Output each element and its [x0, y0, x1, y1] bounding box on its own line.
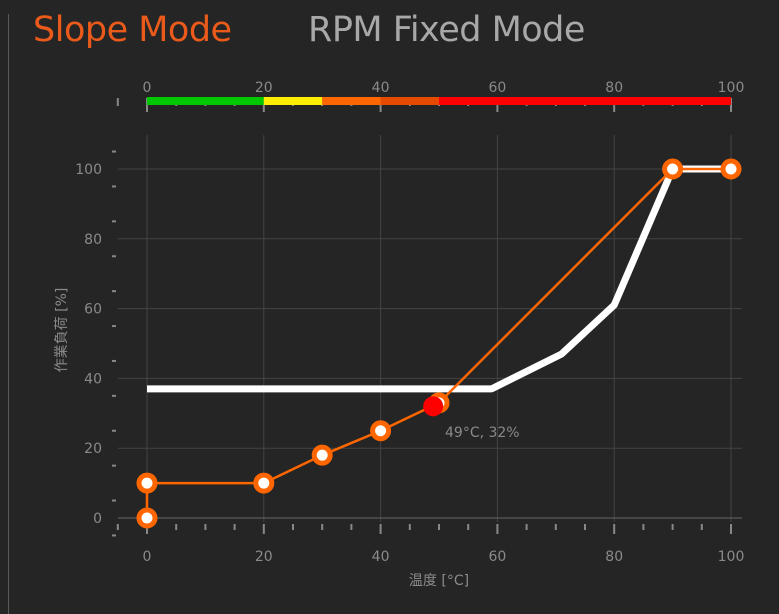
curve-point[interactable]: [662, 158, 684, 180]
curve-line: [145, 167, 731, 518]
y-axis-label: 作業負荷 [%]: [54, 288, 70, 373]
color-scale-segment: [263, 97, 323, 105]
left-divider: [8, 14, 9, 614]
reference-line: [147, 165, 731, 393]
curve-point[interactable]: [136, 507, 158, 529]
curve-point[interactable]: [253, 472, 275, 494]
y-tick-label: 0: [93, 511, 102, 527]
scale-tick-label: 20: [255, 80, 273, 96]
curve-point[interactable]: [370, 420, 392, 442]
color-scale-segment: [439, 97, 731, 105]
tab-slope-mode[interactable]: Slope Mode: [33, 10, 232, 50]
curve-point[interactable]: [136, 472, 158, 494]
scale-tick-label: 40: [372, 80, 390, 96]
color-scale-segment: [147, 97, 264, 105]
color-scale-segment: [380, 97, 439, 105]
y-tick-label: 20: [84, 441, 102, 457]
y-tick-label: 100: [75, 162, 102, 178]
scale-tick-label: 80: [605, 80, 623, 96]
current-point: [423, 396, 444, 417]
x-tick-label: 40: [372, 549, 390, 565]
y-tick-label: 60: [84, 302, 102, 318]
current-point-label: 49°C, 32%: [445, 425, 520, 441]
scale-tick-label: 0: [143, 80, 152, 96]
color-scale-segment: [322, 97, 381, 105]
x-axis-label: 温度 [°C]: [409, 573, 469, 589]
scale-tick-label: 100: [718, 80, 745, 96]
x-tick-label: 60: [488, 549, 506, 565]
curve-point[interactable]: [720, 158, 742, 180]
x-tick-label: 100: [718, 549, 745, 565]
y-tick-label: 80: [84, 232, 102, 248]
x-tick-label: 0: [143, 549, 152, 565]
curve-point[interactable]: [311, 444, 333, 466]
tab-rpm-fixed-mode[interactable]: RPM Fixed Mode: [308, 10, 585, 50]
scale-tick-label: 60: [488, 80, 506, 96]
x-tick-label: 80: [605, 549, 623, 565]
x-tick-label: 20: [255, 549, 273, 565]
y-tick-label: 40: [84, 371, 102, 387]
